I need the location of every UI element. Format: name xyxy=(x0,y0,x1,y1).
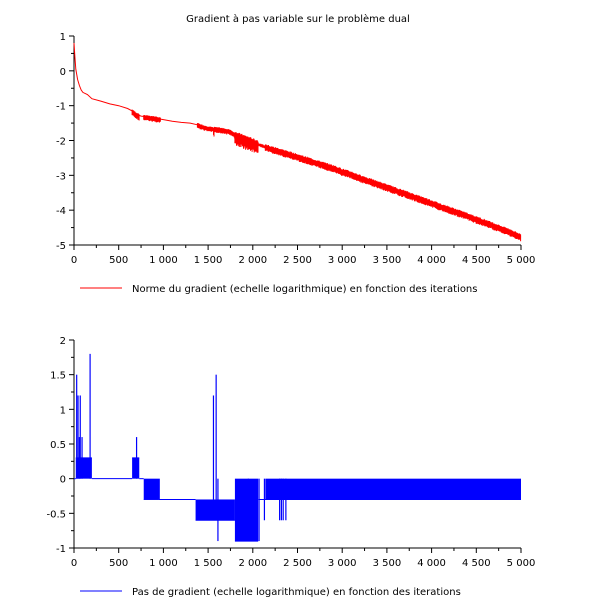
step-size-oscillation xyxy=(265,478,521,500)
gradient-norm-oscillation xyxy=(143,115,161,123)
gradient-norm-oscillation xyxy=(196,123,214,132)
x-tick-label: 1 000 xyxy=(149,255,178,266)
x-tick-label: 3 000 xyxy=(328,558,357,569)
gradient-norm-oscillation xyxy=(234,132,259,153)
x-tick-label: 4 000 xyxy=(417,255,446,266)
gradient-norm-oscillation xyxy=(131,109,140,121)
x-tick-label: 500 xyxy=(109,255,128,266)
y-tick-label: -1 xyxy=(56,102,66,113)
x-tick-label: 3 000 xyxy=(328,255,357,266)
x-tick-label: 1 500 xyxy=(194,558,223,569)
x-tick-label: 0 xyxy=(71,558,77,569)
x-tick-label: 3 500 xyxy=(373,255,402,266)
y-tick-label: -5 xyxy=(56,241,66,252)
gradient-norm-line xyxy=(73,42,522,238)
y-tick-label: -2 xyxy=(56,137,66,148)
x-tick-label: 2 000 xyxy=(238,558,267,569)
step-size-oscillation xyxy=(143,478,160,500)
x-tick-label: 0 xyxy=(71,255,77,266)
x-tick-label: 4 000 xyxy=(417,558,446,569)
y-tick-label: 1.5 xyxy=(50,371,66,382)
y-tick-label: -0.5 xyxy=(46,509,66,520)
x-tick-label: 3 500 xyxy=(373,558,402,569)
x-tick-label: 2 500 xyxy=(283,558,312,569)
y-tick-label: 0 xyxy=(60,67,66,78)
y-tick-label: -3 xyxy=(56,171,66,182)
step-size-oscillation xyxy=(132,457,140,479)
x-tick-label: 1 000 xyxy=(149,558,178,569)
x-tick-label: 2 500 xyxy=(283,255,312,266)
x-tick-label: 1 500 xyxy=(194,255,223,266)
gradient-norm-oscillation xyxy=(257,142,266,149)
y-tick-label: 0.5 xyxy=(50,440,66,451)
step-size-oscillation xyxy=(234,478,259,542)
x-tick-label: 5 000 xyxy=(507,558,536,569)
x-tick-label: 2 000 xyxy=(238,255,267,266)
y-tick-label: -4 xyxy=(56,206,66,217)
legend-label: Pas de gradient (echelle logarithmique) … xyxy=(132,587,461,598)
x-tick-label: 4 500 xyxy=(462,255,491,266)
x-tick-label: 5 000 xyxy=(507,255,536,266)
figure-title: Gradient à pas variable sur le problème … xyxy=(186,14,410,25)
y-tick-label: 2 xyxy=(60,336,66,347)
gradient-norm-oscillation xyxy=(264,144,522,242)
x-tick-label: 4 500 xyxy=(462,558,491,569)
y-tick-label: 0 xyxy=(60,475,66,486)
y-tick-label: 1 xyxy=(60,405,66,416)
y-tick-label: 1 xyxy=(60,32,66,43)
y-tick-label: -1 xyxy=(56,544,66,555)
legend-label: Norme du gradient (echelle logarithmique… xyxy=(132,284,477,295)
step-size-oscillation xyxy=(195,499,235,521)
gradient-norm-oscillation xyxy=(213,126,236,139)
x-tick-label: 500 xyxy=(109,558,128,569)
